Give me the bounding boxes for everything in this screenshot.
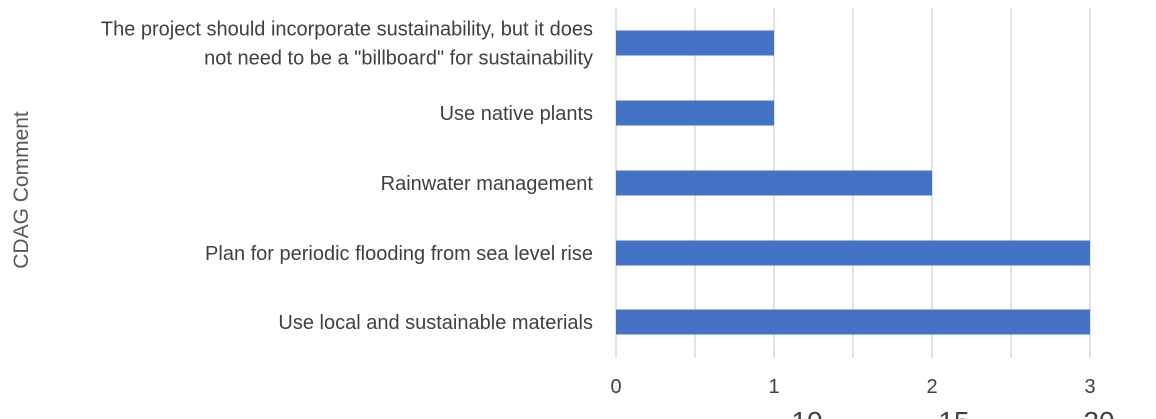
- category-label: The project should incorporate sustainab…: [101, 19, 593, 41]
- bar: [616, 100, 774, 126]
- secondary-tick-label: 20: [1083, 406, 1114, 419]
- x-tick-label: 0: [610, 376, 621, 398]
- category-label: Use native plants: [440, 103, 593, 125]
- secondary-tick-label: 10: [791, 406, 822, 419]
- bars: [616, 30, 1090, 335]
- x-tick-label: 3: [1084, 376, 1095, 398]
- x-tick-label: 2: [926, 376, 937, 398]
- category-label: Rainwater management: [381, 173, 594, 195]
- x-tick-label: 1: [768, 376, 779, 398]
- secondary-tick-labels: 10 15 20: [791, 406, 1114, 419]
- bar: [616, 240, 1090, 266]
- category-labels: The project should incorporate sustainab…: [101, 19, 594, 335]
- category-label: Plan for periodic flooding from sea leve…: [205, 243, 593, 265]
- category-label: Use local and sustainable materials: [278, 312, 593, 334]
- bar: [616, 30, 774, 56]
- bar: [616, 170, 932, 196]
- x-tick-labels: 0 1 2 3: [610, 376, 1095, 398]
- category-label: not need to be a "billboard" for sustain…: [204, 48, 593, 70]
- secondary-tick-label: 15: [938, 406, 969, 419]
- bar: [616, 309, 1090, 335]
- y-axis-title: CDAG Comment: [10, 111, 33, 269]
